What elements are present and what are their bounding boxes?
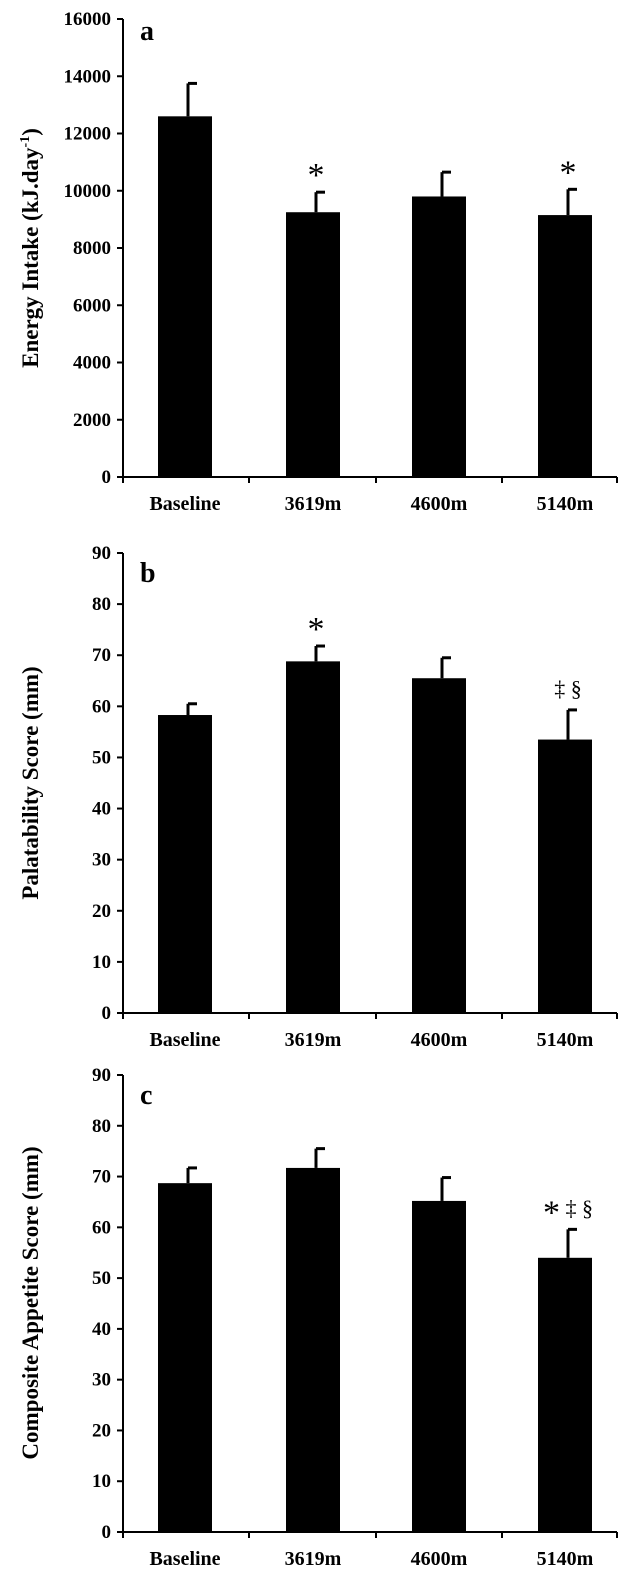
x-tick-label: 5140m [537, 493, 594, 515]
x-tick-label: 3619m [285, 493, 342, 515]
y-tick-label: 0 [102, 467, 112, 488]
x-tick-label: 3619m [285, 1548, 342, 1570]
y-tick-label: 50 [92, 1268, 111, 1289]
panel-letter: a [140, 16, 154, 47]
y-tick-label: 6000 [73, 295, 111, 316]
y-tick-label: 90 [92, 543, 111, 564]
bar-3619m [286, 212, 340, 477]
y-tick-label: 10000 [64, 181, 112, 202]
x-tick-label: 5140m [537, 1029, 594, 1051]
bar-4600m [412, 1200, 466, 1532]
x-tick-label: 4600m [411, 1548, 468, 1570]
y-tick-label: 30 [92, 850, 111, 871]
chart-panel-b: * ‡ § 0 10 20 30 40 50 60 70 80 90 Baseline 3619m 4600… [18, 543, 618, 1051]
y-axis-label: Palatability Score (mm) [18, 666, 43, 899]
y-tick-label: 4000 [73, 353, 111, 374]
y-tick-label: 2000 [73, 410, 111, 431]
y-tick-label: 20 [92, 901, 111, 922]
y-tick-label: 80 [92, 1116, 111, 1137]
y-tick-label: 70 [92, 645, 111, 666]
x-tick-label: Baseline [149, 493, 220, 515]
bar-baseline [158, 116, 212, 477]
y-tick-label: 60 [92, 696, 111, 717]
y-tick-label: 12000 [64, 124, 112, 145]
y-tick-label: 8000 [73, 238, 111, 259]
bar-3619m [286, 661, 340, 1013]
chart-panel-a: * * 0 2000 4000 6000 8000 10000 12000 14000 16000 B… [18, 9, 618, 515]
y-axis-label: Energy Intake (kJ.day-1) [18, 128, 43, 368]
bar-4600m [412, 678, 466, 1013]
y-tick-label: 60 [92, 1217, 111, 1238]
y-tick-label: 16000 [64, 9, 112, 30]
y-tick-label: 0 [102, 1003, 112, 1024]
panel-letter: c [140, 1080, 152, 1111]
bar-baseline [158, 715, 212, 1013]
bar-3619m [286, 1167, 340, 1532]
x-tick-label: Baseline [149, 1029, 220, 1051]
y-tick-label: 40 [92, 799, 111, 820]
y-tick-label: 90 [92, 1065, 111, 1086]
x-tick-label: 4600m [411, 1029, 468, 1051]
y-tick-label: 14000 [64, 66, 112, 87]
chart-panel-c: * ‡ § 0 10 20 30 40 50 60 70 80 90 Baseline 3619m 460… [18, 1065, 618, 1570]
y-tick-label: 40 [92, 1319, 111, 1340]
x-tick-label: 3619m [285, 1029, 342, 1051]
significance-annotation: * [308, 157, 325, 194]
significance-annotation: ‡ § [554, 676, 582, 701]
x-tick-label: 4600m [411, 493, 468, 515]
bar-5140m [538, 215, 592, 478]
panel-letter: b [140, 558, 156, 589]
bar-5140m [538, 739, 592, 1013]
bar-4600m [412, 196, 466, 477]
y-tick-label: 80 [92, 594, 111, 615]
significance-annotation: * [308, 611, 325, 648]
bar-5140m [538, 1257, 592, 1532]
y-tick-label: 10 [92, 1471, 111, 1492]
significance-annotation: * [560, 154, 577, 191]
y-tick-label: 50 [92, 747, 111, 768]
y-axis-label: Composite Appetite Score (mm) [18, 1146, 43, 1459]
y-tick-label: 30 [92, 1370, 111, 1391]
y-tick-label: 70 [92, 1167, 111, 1188]
y-tick-label: 0 [102, 1522, 112, 1543]
bar-baseline [158, 1183, 212, 1532]
significance-annotation: * ‡ § [543, 1194, 593, 1231]
x-tick-label: Baseline [149, 1548, 220, 1570]
y-tick-label: 20 [92, 1420, 111, 1441]
y-tick-label: 10 [92, 952, 111, 973]
x-tick-label: 5140m [537, 1548, 594, 1570]
